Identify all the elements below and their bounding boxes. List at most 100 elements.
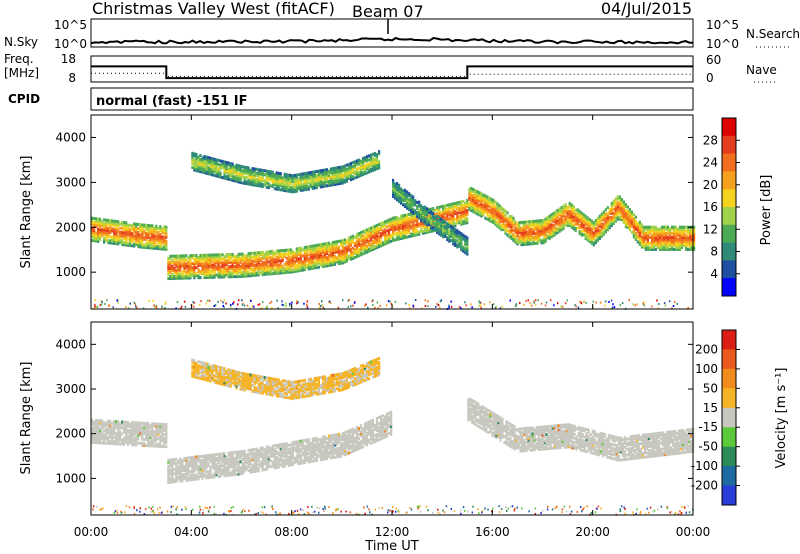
power-cell bbox=[466, 209, 469, 213]
power-cell bbox=[185, 270, 188, 274]
power-cell bbox=[640, 239, 643, 243]
velocity-cell bbox=[101, 427, 104, 431]
power-cell bbox=[480, 198, 483, 202]
power-cell bbox=[536, 241, 539, 245]
power-cell bbox=[689, 245, 692, 249]
power-cell bbox=[97, 239, 100, 243]
power-cell bbox=[227, 259, 230, 263]
power-cell bbox=[227, 267, 230, 271]
power-cell bbox=[275, 185, 278, 189]
power-cell bbox=[492, 208, 495, 212]
velocity-cell bbox=[119, 422, 122, 426]
power-cell bbox=[327, 173, 330, 177]
power-cell bbox=[506, 229, 509, 233]
power-cell bbox=[153, 244, 156, 248]
power-cell bbox=[295, 189, 298, 193]
power-cell bbox=[380, 242, 383, 246]
power-cell bbox=[492, 204, 495, 208]
power-cell bbox=[626, 213, 629, 217]
power-cell bbox=[494, 210, 497, 214]
velocity-cell bbox=[155, 432, 158, 436]
power-cell bbox=[217, 162, 220, 166]
power-cell bbox=[125, 239, 128, 243]
velocity-cell bbox=[167, 472, 170, 476]
power-cell bbox=[384, 230, 387, 234]
power-cell bbox=[355, 241, 359, 244]
power-cell bbox=[546, 234, 549, 238]
power-cell bbox=[373, 238, 377, 242]
power-noise bbox=[610, 299, 613, 302]
power-cell bbox=[225, 177, 228, 181]
power-cell bbox=[486, 211, 489, 215]
power-cell bbox=[632, 229, 635, 233]
velocity-cell bbox=[97, 433, 100, 437]
power-cell bbox=[590, 229, 593, 233]
power-cell bbox=[375, 244, 379, 248]
power-cell bbox=[341, 245, 344, 249]
power-cell bbox=[494, 208, 497, 212]
power-cell bbox=[193, 276, 196, 280]
power-noise bbox=[243, 304, 246, 307]
power-cell bbox=[353, 256, 357, 259]
power-cell bbox=[199, 166, 202, 170]
power-cell bbox=[275, 171, 278, 175]
power-cell bbox=[536, 219, 539, 223]
power-cell bbox=[596, 216, 599, 220]
power-cell bbox=[295, 249, 298, 253]
power-cell bbox=[432, 214, 435, 217]
power-cell bbox=[693, 231, 696, 235]
power-cell bbox=[109, 221, 112, 225]
power-cell bbox=[247, 274, 250, 278]
power-cell bbox=[99, 234, 102, 237]
power-cell bbox=[466, 221, 469, 225]
power-cell bbox=[378, 227, 381, 230]
power-cell bbox=[612, 217, 615, 221]
power-cell bbox=[490, 211, 493, 215]
power-cell bbox=[392, 184, 395, 188]
power-cell bbox=[450, 229, 453, 232]
velocity-cell bbox=[163, 439, 166, 443]
power-cell bbox=[319, 171, 322, 175]
power-cell bbox=[121, 232, 124, 236]
power-cell bbox=[650, 235, 654, 239]
power-cell bbox=[169, 262, 172, 266]
power-cell bbox=[347, 174, 351, 178]
power-cell bbox=[333, 256, 336, 260]
power-cell bbox=[556, 229, 559, 233]
power-cell bbox=[301, 172, 304, 176]
power-cell bbox=[271, 182, 274, 186]
power-cell bbox=[514, 238, 517, 242]
power-cell bbox=[227, 177, 230, 181]
power-cell bbox=[652, 237, 656, 241]
power-cell bbox=[179, 276, 182, 280]
power-cell bbox=[259, 170, 262, 174]
velocity-cell bbox=[165, 431, 168, 435]
power-cell bbox=[251, 255, 254, 259]
power-cell bbox=[398, 195, 401, 199]
power-cell bbox=[367, 154, 371, 158]
power-cell bbox=[616, 195, 619, 199]
power-cell bbox=[263, 181, 266, 185]
power-cell bbox=[339, 241, 342, 245]
velocity-cell bbox=[127, 434, 130, 438]
power-cell bbox=[105, 238, 108, 242]
velocity-cell bbox=[99, 429, 102, 433]
power-cell bbox=[540, 233, 543, 237]
power-cell bbox=[638, 224, 641, 228]
power-cell bbox=[293, 178, 296, 181]
power-cell bbox=[404, 198, 407, 202]
power-cell bbox=[211, 167, 214, 171]
velocity-cell bbox=[179, 477, 182, 481]
power-cell bbox=[237, 252, 240, 256]
power-cell bbox=[450, 212, 453, 216]
power-cell bbox=[297, 249, 300, 253]
power-cell bbox=[440, 211, 443, 215]
power-cell bbox=[578, 213, 581, 217]
power-cell bbox=[197, 157, 200, 161]
velocity-cell bbox=[143, 427, 146, 431]
power-noise bbox=[636, 303, 638, 306]
velocity-echo-layer bbox=[91, 357, 695, 516]
power-cell bbox=[261, 269, 264, 272]
power-cell bbox=[163, 225, 166, 229]
power-cell bbox=[478, 213, 481, 217]
